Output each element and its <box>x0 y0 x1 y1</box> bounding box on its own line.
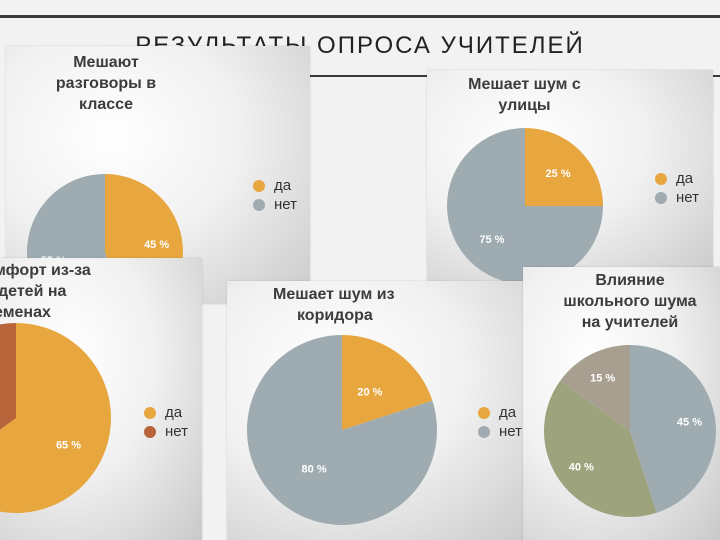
chart-legend: да нет <box>478 403 522 441</box>
chart-title-line: детей на <box>0 283 67 300</box>
legend-label: да <box>274 177 292 194</box>
chart-panel-corridor-noise: Мешает шум из коридора 20 % 80 % да нет <box>227 281 537 540</box>
chart-panel-noise-impact: Влияние школьного шума на учителей 45 % 4… <box>523 267 720 540</box>
legend-swatch-icon <box>655 172 667 185</box>
legend-item-no: нет <box>253 195 297 214</box>
legend-item-yes: да <box>655 169 699 188</box>
legend-swatch-icon <box>144 406 156 419</box>
chart-title: Влияние школьного шума на учителей <box>535 270 720 333</box>
pie-slice-0 <box>0 323 111 513</box>
chart-title-line: классе <box>79 96 133 113</box>
legend-label: да <box>676 170 694 187</box>
legend-swatch-icon <box>655 191 667 204</box>
legend-swatch-icon <box>478 406 490 419</box>
slice-value-label: 25 % <box>546 168 571 180</box>
slice-value-label: 75 % <box>479 234 504 246</box>
chart-legend: да нет <box>144 403 188 441</box>
chart-title-line: на учителей <box>581 314 679 331</box>
pie-slice-1 <box>247 335 437 525</box>
legend-label: нет <box>274 196 297 213</box>
chart-title-line: разговоры в <box>55 75 157 92</box>
slice-value-label: 15 % <box>590 372 615 384</box>
slice-value-label: 40 % <box>569 461 594 473</box>
chart-panel-breaks: мфорт из-за детей на еменах 65 % да нет <box>0 258 202 540</box>
legend-item-yes: да <box>478 403 522 422</box>
pie-slice-1 <box>447 128 603 282</box>
legend-label: нет <box>165 423 188 440</box>
slice-value-label: 45 % <box>144 239 169 251</box>
pie-slice-0 <box>525 128 603 206</box>
chart-title-line: Мешает шум с <box>468 76 581 93</box>
chart-title: Мешает шум из коридора <box>273 284 413 326</box>
legend-swatch-icon <box>144 425 156 438</box>
legend-label: нет <box>499 423 522 440</box>
chart-title-line: Мешают <box>73 54 139 71</box>
legend-swatch-icon <box>253 198 265 211</box>
legend-label: нет <box>676 189 699 206</box>
legend-label: да <box>499 404 517 421</box>
slice-value-label: 80 % <box>302 463 327 475</box>
chart-legend: да нет <box>655 169 699 207</box>
chart-title-line: школьного шума <box>563 293 697 310</box>
legend-item-no: нет <box>655 188 699 207</box>
chart-title-line: улицы <box>498 97 551 114</box>
slice-value-label: 45 % <box>677 417 702 429</box>
pie-slice-0 <box>630 345 716 513</box>
pie-chart: 25 % 75 % <box>447 128 603 282</box>
slice-value-label: 20 % <box>357 387 382 399</box>
legend-item-yes: да <box>253 176 297 195</box>
title-rule <box>6 75 720 77</box>
pie-chart: 20 % 80 % <box>247 335 437 525</box>
chart-legend: да нет <box>253 176 297 214</box>
chart-title-line: еменах <box>0 304 51 321</box>
pie-chart: 45 % 40 % 15 % <box>544 345 716 517</box>
chart-title: мфорт из-за детей на еменах <box>0 260 94 323</box>
legend-item-yes: да <box>144 403 188 422</box>
chart-title-line: Мешает шум из <box>273 286 395 303</box>
pie-slice-0 <box>342 335 433 430</box>
chart-title-line: мфорт из-за <box>0 262 91 279</box>
chart-title: Мешает шум с улицы <box>427 74 622 116</box>
chart-title-line: коридора <box>297 307 373 324</box>
legend-item-no: нет <box>478 422 522 441</box>
pie-slice-2 <box>560 345 630 431</box>
pie-slice-1 <box>544 380 657 517</box>
legend-item-no: нет <box>144 422 188 441</box>
pie-chart: 65 % <box>0 323 111 513</box>
slice-value-label: 65 % <box>56 440 81 452</box>
chart-title: Мешают разговоры в классе <box>6 52 206 115</box>
pie-slice-1 <box>0 323 16 430</box>
legend-swatch-icon <box>478 425 490 438</box>
chart-panel-street-noise: Мешает шум с улицы 25 % 75 % да нет <box>427 70 713 282</box>
top-rule <box>0 15 720 18</box>
legend-swatch-icon <box>253 179 265 192</box>
chart-title-line: Влияние <box>595 272 665 289</box>
legend-label: да <box>165 404 183 421</box>
